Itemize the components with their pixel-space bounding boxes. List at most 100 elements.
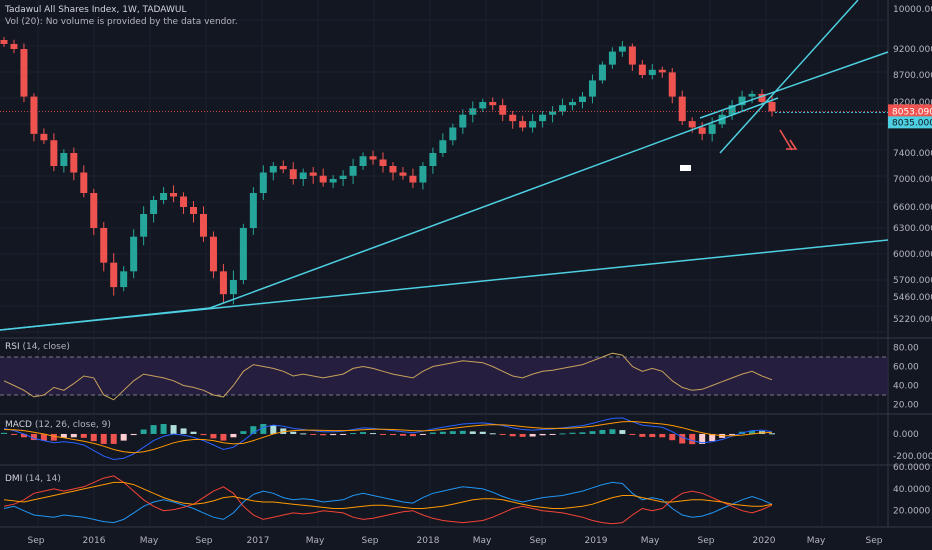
macd-histogram-bar bbox=[280, 428, 287, 434]
macd-histogram-bar bbox=[290, 431, 297, 434]
candle-body bbox=[50, 140, 58, 166]
macd-histogram-bar bbox=[449, 431, 456, 434]
price-tick-label: 9200.000 bbox=[893, 45, 932, 55]
last-price-label: 8053.090 bbox=[892, 107, 932, 117]
macd-histogram-bar bbox=[270, 425, 277, 434]
candle-body bbox=[559, 105, 567, 112]
x-tick-label: Sep bbox=[28, 536, 45, 546]
candle-body bbox=[369, 156, 377, 160]
macd-histogram-bar bbox=[409, 433, 416, 437]
candle-body bbox=[279, 166, 287, 170]
x-tick-label: 2018 bbox=[417, 536, 440, 546]
candle-body bbox=[728, 105, 736, 115]
macd-histogram-bar bbox=[310, 433, 317, 435]
note-marker bbox=[680, 165, 691, 171]
price-tick-label: 6600.000 bbox=[893, 203, 932, 213]
candle-body bbox=[259, 172, 267, 193]
candle-body bbox=[469, 108, 477, 115]
candle-body bbox=[758, 93, 766, 102]
candle-body bbox=[339, 175, 347, 179]
candle-body bbox=[329, 179, 337, 183]
macd-histogram-bar bbox=[699, 433, 706, 444]
plus-di-line bbox=[3, 481, 773, 524]
candle-body bbox=[509, 114, 517, 122]
dmi-tick-label: 20.0000 bbox=[893, 507, 930, 517]
candle-body bbox=[199, 214, 207, 237]
macd-histogram-bar bbox=[769, 433, 775, 435]
dmi-params: (14, 14) bbox=[25, 474, 61, 484]
macd-histogram-bar bbox=[509, 433, 516, 437]
macd-histogram-bar bbox=[190, 431, 197, 434]
macd-histogram-bar bbox=[639, 433, 646, 437]
candle-body bbox=[30, 96, 38, 134]
macd-histogram-bar bbox=[569, 432, 576, 434]
price-tick-label: 8700.000 bbox=[893, 71, 932, 81]
adx-line bbox=[3, 481, 773, 509]
rsi-tick-label: 80.00 bbox=[893, 344, 919, 354]
candle-body bbox=[219, 271, 227, 295]
candle-body bbox=[349, 166, 357, 176]
macd-histogram-bar bbox=[220, 433, 227, 441]
dmi-label[interactable]: DMI (14, 14) bbox=[5, 474, 61, 484]
macd-histogram-bar bbox=[100, 433, 107, 444]
candle-body bbox=[70, 153, 78, 173]
macd-label[interactable]: MACD (12, 26, close, 9) bbox=[5, 420, 111, 430]
price-tick-label: 7000.000 bbox=[893, 175, 932, 185]
candle-body bbox=[120, 271, 128, 288]
x-tick-label: 2016 bbox=[83, 536, 106, 546]
price-tick-label: 5460.000 bbox=[893, 293, 932, 303]
price-tick-label: 8200.000 bbox=[893, 98, 932, 108]
candle-body bbox=[289, 169, 297, 179]
macd-histogram-bar bbox=[439, 431, 446, 434]
macd-histogram-bar bbox=[579, 432, 586, 434]
candle-body bbox=[519, 121, 527, 128]
candle-body bbox=[150, 200, 158, 214]
x-tick-label: 2017 bbox=[247, 536, 270, 546]
candle-body bbox=[359, 156, 367, 166]
candle-body bbox=[269, 166, 277, 173]
rsi-name: RSI bbox=[5, 342, 20, 352]
macd-histogram-bar bbox=[499, 433, 506, 435]
candle-body bbox=[110, 262, 118, 288]
price-tick-label: 5220.000 bbox=[893, 315, 932, 325]
macd-histogram-bar bbox=[80, 433, 87, 438]
macd-histogram-bar bbox=[250, 426, 257, 434]
candle-body bbox=[10, 44, 18, 49]
rsi-label[interactable]: RSI (14, close) bbox=[5, 342, 70, 352]
minus-di-line bbox=[3, 475, 773, 525]
macd-histogram-bar bbox=[360, 432, 367, 434]
rsi-tick-label: 20.00 bbox=[893, 401, 919, 411]
macd-histogram-bar bbox=[589, 431, 596, 434]
wedge-trendline bbox=[719, 0, 859, 154]
rsi-params: (14, close) bbox=[22, 342, 70, 352]
macd-histogram-bar bbox=[10, 433, 17, 435]
macd-histogram-bar bbox=[60, 433, 67, 438]
last-price-badge bbox=[888, 104, 932, 118]
macd-tick-label: 0.000 bbox=[893, 430, 919, 440]
x-tick-label: May bbox=[140, 536, 159, 546]
macd-histogram-bar bbox=[689, 433, 696, 445]
x-tick-label: Sep bbox=[866, 536, 883, 546]
macd-histogram-bar bbox=[709, 433, 716, 442]
secondary-price-badge bbox=[888, 116, 932, 129]
x-tick-label: Sep bbox=[196, 536, 213, 546]
candle-body bbox=[209, 236, 217, 272]
candle-body bbox=[489, 102, 497, 106]
candle-body bbox=[309, 172, 317, 176]
candle-body bbox=[479, 102, 487, 109]
candle-body bbox=[648, 69, 656, 75]
price-tick-label: 6000.000 bbox=[893, 250, 932, 260]
mid-support-trendline bbox=[209, 97, 779, 309]
candle-body bbox=[299, 172, 307, 179]
candle-body bbox=[419, 166, 427, 183]
candle-body bbox=[249, 193, 257, 228]
candle-body bbox=[80, 172, 88, 193]
candle-body bbox=[389, 166, 397, 173]
candle-body bbox=[499, 105, 507, 115]
macd-histogram-bar bbox=[300, 433, 307, 435]
rsi-tick-label: 60.00 bbox=[893, 363, 919, 373]
candle-body bbox=[319, 175, 327, 183]
candle-body bbox=[668, 72, 676, 97]
macd-histogram-bar bbox=[669, 433, 676, 441]
